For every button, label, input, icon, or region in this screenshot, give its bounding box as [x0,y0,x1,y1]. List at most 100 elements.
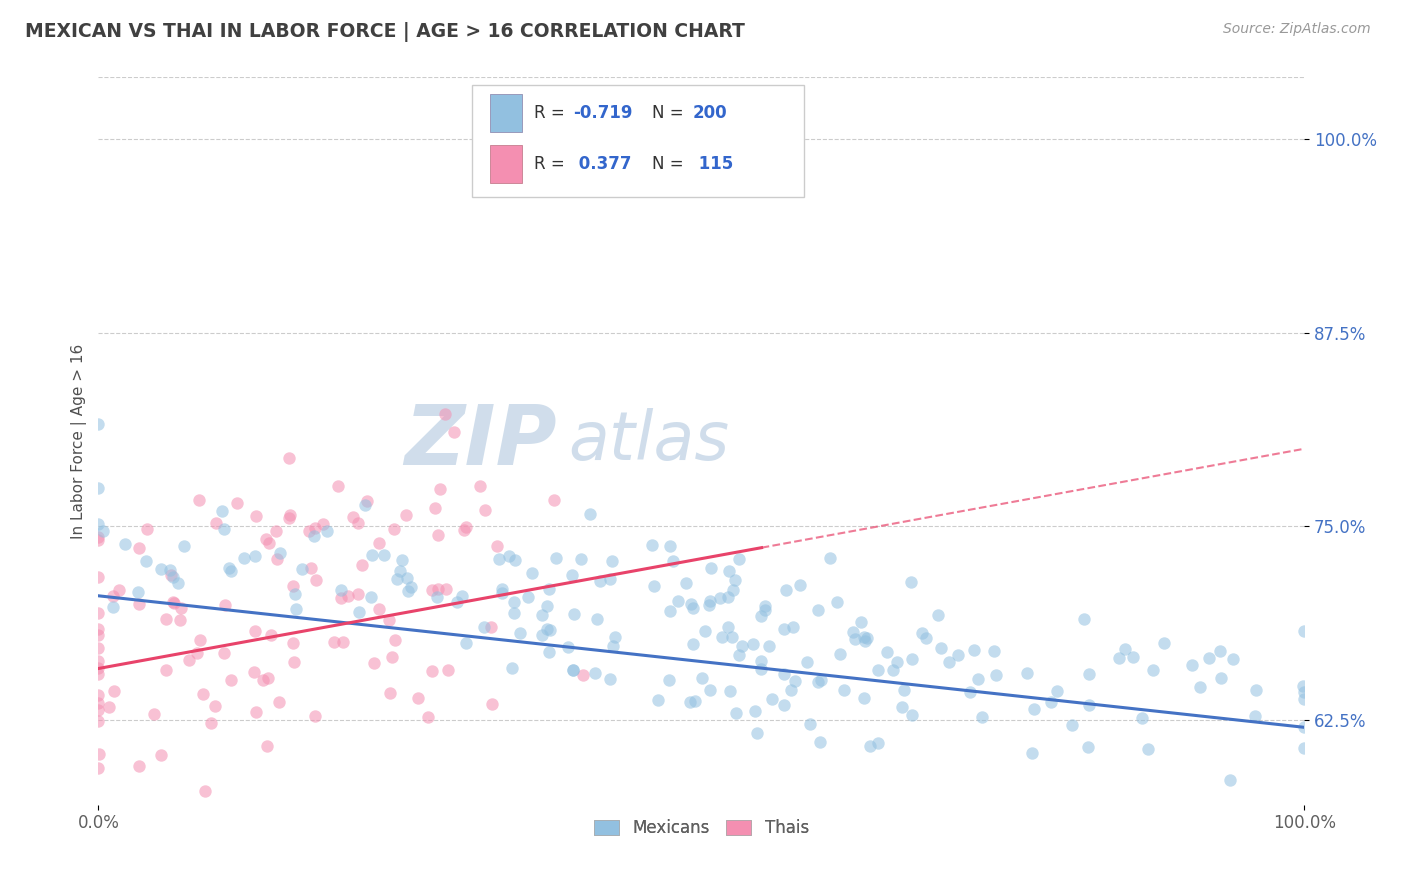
Point [661,554,683,568]
Point [98,700,121,714]
Point [278,508,301,522]
FancyBboxPatch shape [491,95,522,132]
Point [572,667,595,681]
Point [107,583,129,598]
Point [128,759,150,773]
Point [911,626,934,640]
Point [479,620,502,634]
Point [578,507,600,521]
Point [807,674,830,689]
Point [538,645,561,659]
Point [808,735,831,749]
Point [783,673,806,688]
Point [304,521,326,535]
Point [599,572,621,586]
Point [380,649,402,664]
Point [503,606,526,620]
Point [188,633,211,648]
Point [749,662,772,676]
Point [128,541,150,556]
Point [87,661,110,675]
Text: MEXICAN VS THAI IN LABOR FORCE | AGE > 16 CORRELATION CHART: MEXICAN VS THAI IN LABOR FORCE | AGE > 1… [25,22,745,42]
Point [269,546,291,560]
Point [498,549,520,563]
Point [159,564,181,578]
Point [204,699,226,714]
Point [1045,684,1067,698]
Point [754,603,776,617]
Point [219,673,242,687]
Point [443,425,465,439]
Point [538,582,561,597]
Point [749,654,772,668]
Point [818,551,841,566]
Point [245,624,267,638]
Point [299,560,322,574]
Point [304,573,326,587]
Point [1108,651,1130,665]
Point [724,574,747,588]
Point [128,813,150,827]
Point [744,704,766,718]
Point [298,524,321,538]
Point [150,562,173,576]
Point [562,664,585,678]
Text: N =: N = [652,104,689,122]
Point [844,632,866,646]
Point [966,672,988,686]
Point [882,663,904,677]
Text: -0.719: -0.719 [574,104,633,122]
Point [284,602,307,616]
Point [332,634,354,648]
Point [143,707,166,722]
Point [503,553,526,567]
Point [679,695,702,709]
Point [87,714,110,729]
Point [87,666,110,681]
Point [675,575,697,590]
Point [470,479,492,493]
Point [278,450,301,465]
Point [329,591,352,605]
Point [562,607,585,621]
Point [384,632,406,647]
Point [602,640,624,654]
Point [741,637,763,651]
Point [312,516,335,531]
Point [1198,650,1220,665]
Point [789,578,811,592]
Point [194,784,217,798]
Point [900,574,922,589]
FancyBboxPatch shape [472,85,804,197]
Point [214,598,236,612]
Point [1294,691,1316,706]
Point [218,813,240,827]
Point [257,536,280,550]
Point [699,594,721,608]
Point [87,570,110,584]
Point [530,608,553,623]
Point [681,597,703,611]
Point [451,589,474,603]
Point [87,813,110,827]
Point [87,622,110,636]
Point [264,524,287,538]
Point [243,665,266,679]
Point [243,549,266,563]
Point [562,664,585,678]
Point [536,599,558,613]
Point [326,479,349,493]
Point [682,637,704,651]
Point [641,538,664,552]
Point [643,579,665,593]
Point [938,655,960,669]
Point [149,747,172,762]
Text: R =: R = [534,104,569,122]
Point [859,739,882,753]
Point [135,522,157,536]
Point [162,570,184,584]
Point [893,682,915,697]
Point [420,582,443,597]
Point [205,516,228,531]
Point [212,646,235,660]
